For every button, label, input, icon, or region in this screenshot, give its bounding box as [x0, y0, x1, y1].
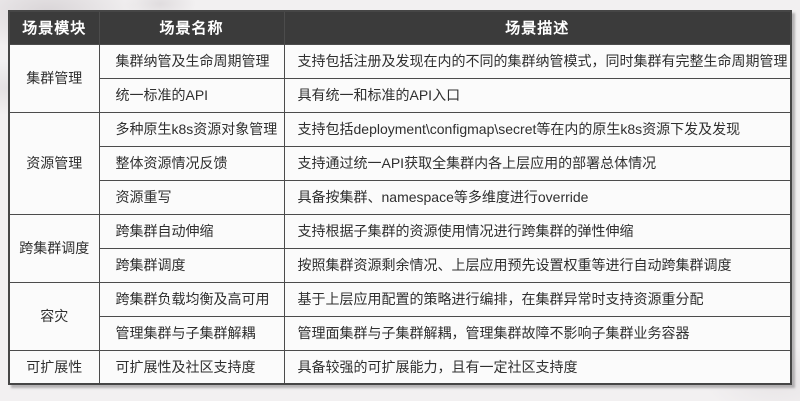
desc-cell: 基于上层应用配置的策略进行编排，在集群异常时支持资源重分配	[283, 281, 792, 317]
header-row: 场景模块 场景名称 场景描述	[8, 10, 792, 45]
desc-cell: 具备按集群、namespace等多维度进行override	[283, 179, 792, 215]
name-cell: 跨集群自动伸缩	[98, 213, 285, 249]
table-row: 管理集群与子集群解耦 管理面集群与子集群解耦，管理集群故障不影响子集群业务容器	[9, 315, 792, 351]
table-row: 统一标准的API 具有统一和标准的API入口	[9, 77, 792, 113]
desc-cell: 按照集群资源剩余情况、上层应用预先设置权重等进行自动跨集群调度	[283, 247, 792, 283]
header-cell-module: 场景模块	[8, 10, 100, 45]
module-cell-cluster-management: 集群管理	[8, 43, 100, 113]
name-cell: 集群纳管及生命周期管理	[98, 43, 285, 79]
module-cell-disaster-recovery: 容灾	[8, 281, 100, 351]
name-cell: 跨集群调度	[98, 247, 285, 283]
module-cell-extensibility: 可扩展性	[8, 349, 100, 385]
table-row: 跨集群调度 跨集群自动伸缩 支持根据子集群的资源使用情况进行跨集群的弹性伸缩	[8, 213, 792, 283]
scenario-table: 场景模块 场景名称 场景描述 集群管理 集群纳管及生命周期管理 支持包括注册及发…	[8, 10, 792, 385]
table-row: 整体资源情况反馈 支持通过统一API获取全集群内各上层应用的部署总体情况	[9, 145, 792, 181]
name-cell: 管理集群与子集群解耦	[98, 315, 285, 351]
name-cell: 统一标准的API	[98, 77, 285, 113]
table-row: 资源管理 多种原生k8s资源对象管理 支持包括deployment\config…	[8, 111, 792, 215]
desc-cell: 支持包括deployment\configmap\secret等在内的原生k8s…	[283, 111, 792, 147]
table-row: 容灾 跨集群负载均衡及高可用 基于上层应用配置的策略进行编排，在集群异常时支持资…	[8, 281, 792, 351]
name-cell: 跨集群负载均衡及高可用	[98, 281, 285, 317]
desc-cell: 支持包括注册及发现在内的不同的集群纳管模式，同时集群有完整生命周期管理	[283, 43, 792, 79]
module-cell-resource-management: 资源管理	[8, 111, 100, 215]
desc-cell: 支持根据子集群的资源使用情况进行跨集群的弹性伸缩	[283, 213, 792, 249]
table-row: 可扩展性 可扩展性及社区支持度 具备较强的可扩展能力，且有一定社区支持度	[8, 349, 792, 385]
desc-cell: 具有统一和标准的API入口	[283, 77, 792, 113]
desc-cell: 管理面集群与子集群解耦，管理集群故障不影响子集群业务容器	[283, 315, 792, 351]
scenario-table-container: 场景模块 场景名称 场景描述 集群管理 集群纳管及生命周期管理 支持包括注册及发…	[8, 10, 792, 385]
desc-cell: 具备较强的可扩展能力，且有一定社区支持度	[283, 349, 792, 385]
table-row: 资源重写 具备按集群、namespace等多维度进行override	[9, 179, 792, 215]
header-cell-name: 场景名称	[98, 10, 285, 45]
desc-cell: 支持通过统一API获取全集群内各上层应用的部署总体情况	[283, 145, 792, 181]
table-row: 跨集群调度 按照集群资源剩余情况、上层应用预先设置权重等进行自动跨集群调度	[9, 247, 792, 283]
name-cell: 可扩展性及社区支持度	[98, 349, 285, 385]
name-cell: 资源重写	[98, 179, 285, 215]
table-row: 集群管理 集群纳管及生命周期管理 支持包括注册及发现在内的不同的集群纳管模式，同…	[8, 43, 792, 113]
name-cell: 多种原生k8s资源对象管理	[98, 111, 285, 147]
header-cell-desc: 场景描述	[283, 10, 792, 45]
name-cell: 整体资源情况反馈	[98, 145, 285, 181]
module-cell-cross-cluster-scheduling: 跨集群调度	[8, 213, 100, 283]
